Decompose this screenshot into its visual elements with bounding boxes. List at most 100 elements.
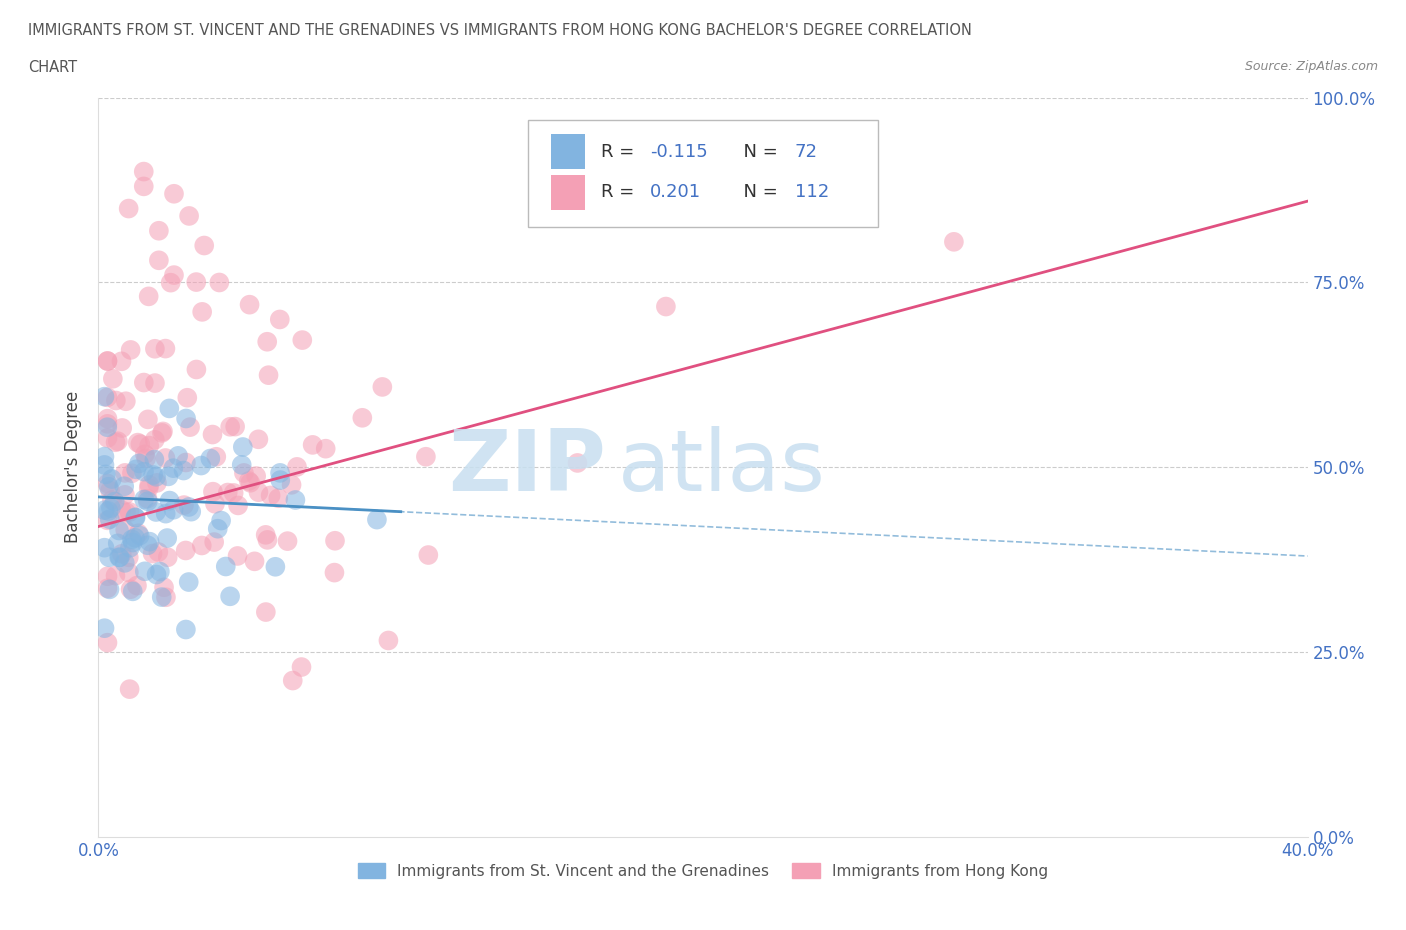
Point <box>243 554 266 569</box>
Point <box>177 499 200 514</box>
Point <box>124 510 146 525</box>
Point <box>157 401 180 416</box>
Point <box>96 581 118 596</box>
Text: 72: 72 <box>794 142 818 161</box>
Point <box>259 488 281 503</box>
Point <box>120 342 142 357</box>
Point <box>143 432 166 447</box>
Point <box>191 538 214 553</box>
Point <box>96 390 118 405</box>
Point <box>208 275 231 290</box>
Point <box>215 559 238 574</box>
Point <box>93 540 115 555</box>
Point <box>121 584 143 599</box>
Point <box>132 164 155 179</box>
Point <box>101 472 124 486</box>
Point <box>128 528 150 543</box>
Point <box>209 513 232 528</box>
Point <box>104 435 127 450</box>
Point <box>174 543 197 558</box>
Point <box>108 523 131 538</box>
Text: R =: R = <box>602 183 640 201</box>
Point <box>174 455 197 470</box>
Point <box>108 550 131 565</box>
Point <box>96 635 118 650</box>
Point <box>174 622 197 637</box>
Point <box>186 274 208 289</box>
Point <box>232 466 254 481</box>
Point <box>179 419 201 434</box>
Point <box>104 494 127 509</box>
Point <box>190 458 212 473</box>
Point <box>315 441 337 456</box>
Point <box>96 411 118 426</box>
Point <box>114 465 136 480</box>
Point <box>96 569 118 584</box>
Point <box>193 238 215 253</box>
Point <box>111 420 134 435</box>
Point <box>163 268 186 283</box>
Point <box>323 533 346 548</box>
Point <box>256 334 278 349</box>
Point <box>148 545 170 560</box>
Point <box>366 512 388 527</box>
Point <box>138 438 160 453</box>
Point <box>104 568 127 583</box>
Text: 0.201: 0.201 <box>650 183 702 201</box>
Text: N =: N = <box>733 142 783 161</box>
Point <box>145 567 167 582</box>
Point <box>239 475 262 490</box>
Point <box>173 498 195 512</box>
Text: IMMIGRANTS FROM ST. VINCENT AND THE GRENADINES VS IMMIGRANTS FROM HONG KONG BACH: IMMIGRANTS FROM ST. VINCENT AND THE GREN… <box>28 23 972 38</box>
Text: CHART: CHART <box>28 60 77 75</box>
Point <box>136 491 159 506</box>
Text: R =: R = <box>602 142 640 161</box>
Point <box>118 540 141 555</box>
Point <box>136 538 159 552</box>
Point <box>155 341 177 356</box>
Point <box>155 506 177 521</box>
Point <box>115 393 138 408</box>
Point <box>281 673 304 688</box>
Point <box>107 536 129 551</box>
Point <box>942 234 965 249</box>
Bar <box>551 175 585 210</box>
Point <box>93 449 115 464</box>
Point <box>134 446 156 461</box>
Point <box>232 440 254 455</box>
Point <box>155 450 177 465</box>
Point <box>217 485 239 500</box>
Point <box>291 333 314 348</box>
Point <box>93 458 115 472</box>
Point <box>285 459 308 474</box>
Point <box>219 419 242 434</box>
Point <box>377 633 399 648</box>
Point <box>110 502 132 517</box>
Point <box>96 417 118 432</box>
Point <box>145 505 167 520</box>
Point <box>174 411 197 426</box>
Point <box>163 186 186 201</box>
Point <box>132 179 155 193</box>
Point <box>205 449 228 464</box>
Point <box>162 460 184 475</box>
Point <box>96 431 118 445</box>
Point <box>115 505 138 520</box>
Point <box>114 523 136 538</box>
Point <box>129 437 152 452</box>
Point <box>157 469 180 484</box>
Point <box>204 497 226 512</box>
Point <box>127 525 149 540</box>
Point <box>162 502 184 517</box>
Point <box>128 456 150 471</box>
Point <box>110 354 132 369</box>
Point <box>132 464 155 479</box>
Point <box>159 493 181 508</box>
Point <box>142 468 165 483</box>
Point <box>125 462 148 477</box>
Bar <box>551 134 585 169</box>
Point <box>136 412 159 427</box>
Text: atlas: atlas <box>619 426 827 509</box>
Point <box>180 504 202 519</box>
Point <box>201 427 224 442</box>
